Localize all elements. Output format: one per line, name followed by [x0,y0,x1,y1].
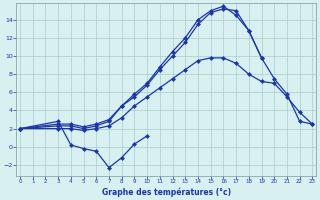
X-axis label: Graphe des températures (°c): Graphe des températures (°c) [102,187,231,197]
